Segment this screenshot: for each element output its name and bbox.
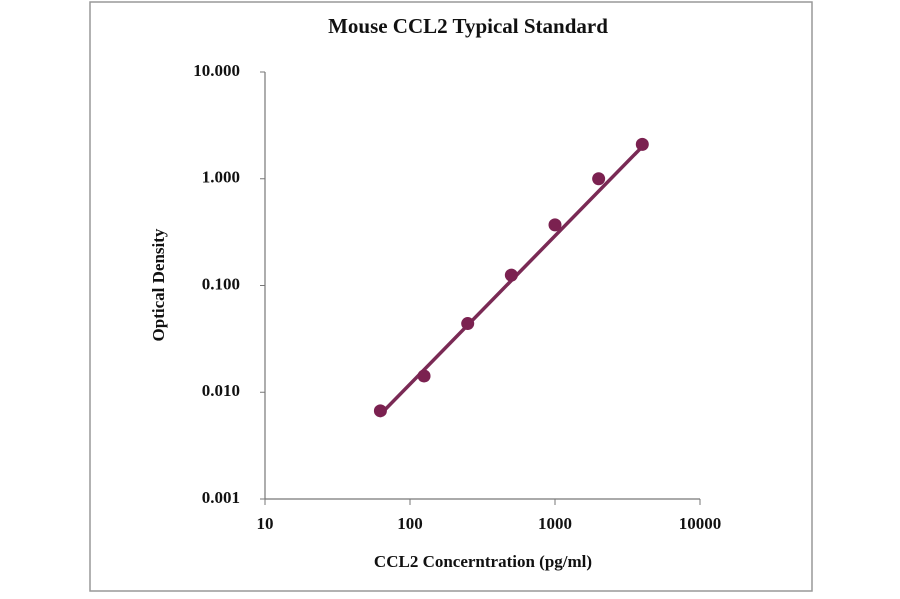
x-tick-label: 100	[397, 514, 423, 533]
data-point	[504, 268, 518, 282]
y-tick-label: 1.000	[202, 168, 240, 187]
y-axis-label: Optical Density	[149, 228, 168, 341]
data-point	[592, 172, 606, 186]
data-point	[461, 317, 475, 331]
x-tick-label: 1000	[538, 514, 572, 533]
data-point	[417, 369, 431, 383]
data-point	[548, 218, 562, 232]
y-tick-label: 0.100	[202, 274, 240, 293]
x-tick-label: 10000	[679, 514, 722, 533]
y-tick-label: 0.010	[202, 381, 240, 400]
x-tick-label: 10	[257, 514, 274, 533]
data-point	[635, 137, 649, 151]
frame	[89, 1, 813, 592]
x-axis-label: CCL2 Concerntration (pg/ml)	[374, 552, 592, 571]
y-tick-label: 10.000	[193, 61, 240, 80]
y-tick-label: 0.001	[202, 488, 240, 507]
chart-title: Mouse CCL2 Typical Standard	[328, 14, 608, 38]
data-point	[373, 404, 387, 418]
